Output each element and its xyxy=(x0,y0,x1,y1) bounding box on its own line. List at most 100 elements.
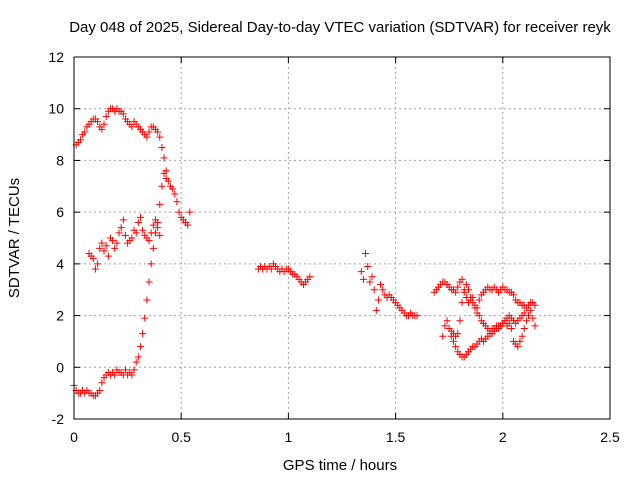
series-track-2 xyxy=(70,169,170,400)
data-point xyxy=(156,200,164,208)
series-track-1 xyxy=(72,105,194,229)
data-point xyxy=(147,229,155,237)
data-point xyxy=(518,332,526,340)
data-point xyxy=(145,237,153,245)
series-track-8 xyxy=(447,281,539,351)
data-point xyxy=(364,262,372,270)
series-track-5 xyxy=(357,250,421,320)
data-point xyxy=(377,281,385,289)
data-point xyxy=(454,330,462,338)
data-point xyxy=(128,371,136,379)
data-point xyxy=(115,229,123,237)
series-track-6 xyxy=(430,275,539,312)
data-point xyxy=(362,250,370,258)
data-point xyxy=(94,118,102,126)
data-point xyxy=(145,278,153,286)
data-point xyxy=(368,273,376,281)
data-point xyxy=(471,304,479,312)
chart-title: Day 048 of 2025, Sidereal Day-to-day VTE… xyxy=(69,19,611,36)
data-point xyxy=(128,234,136,242)
data-point xyxy=(102,242,110,250)
data-point xyxy=(464,286,472,294)
data-point xyxy=(514,343,522,351)
data-point xyxy=(98,125,106,133)
data-point xyxy=(507,325,515,332)
data-point xyxy=(529,314,537,322)
data-point xyxy=(520,309,528,317)
data-point xyxy=(184,221,192,229)
data-point xyxy=(132,358,140,366)
data-point xyxy=(169,185,177,193)
data-point xyxy=(439,332,447,340)
plot-frame xyxy=(73,56,611,420)
data-point xyxy=(475,312,483,320)
series-track-7 xyxy=(439,309,528,361)
series-track-3 xyxy=(85,213,164,273)
y-tick-label: 12 xyxy=(48,49,64,65)
data-point xyxy=(151,216,159,224)
data-point xyxy=(510,291,518,299)
data-point xyxy=(458,275,466,283)
data-point xyxy=(501,317,509,325)
data-point xyxy=(143,296,151,304)
data-point xyxy=(154,128,162,136)
data-point xyxy=(475,296,483,304)
data-point xyxy=(128,123,136,131)
data-point xyxy=(160,169,168,177)
data-point xyxy=(134,353,142,361)
data-point xyxy=(443,317,451,325)
x-axis-label: GPS time / hours xyxy=(283,457,397,474)
y-tick-label: 4 xyxy=(56,256,64,272)
data-point xyxy=(147,260,155,268)
data-point xyxy=(141,314,149,322)
data-point xyxy=(413,312,421,320)
data-point xyxy=(306,273,314,281)
data-point xyxy=(160,154,168,162)
data-point xyxy=(467,293,475,301)
data-points xyxy=(70,105,539,400)
data-point xyxy=(525,312,533,320)
data-point xyxy=(98,239,106,247)
data-point xyxy=(139,226,147,234)
data-point xyxy=(134,218,142,226)
data-point xyxy=(156,231,164,239)
data-point xyxy=(109,237,117,245)
data-point xyxy=(121,366,129,374)
data-point xyxy=(158,182,166,190)
data-point xyxy=(441,322,449,330)
data-point xyxy=(531,301,539,309)
data-point xyxy=(145,128,153,136)
series-track-4 xyxy=(254,260,314,289)
data-point xyxy=(452,288,460,296)
data-point xyxy=(452,343,460,351)
axis-ticks: -2 0 2 4 6 8 10 12 0 0.5 1 1.5 2 2.5 xyxy=(48,49,620,445)
data-point xyxy=(113,239,121,247)
data-point xyxy=(162,175,170,183)
data-point xyxy=(531,322,539,330)
data-point xyxy=(527,306,535,314)
y-tick-label: -2 xyxy=(52,411,65,427)
data-point xyxy=(522,317,530,325)
data-point xyxy=(119,110,127,118)
data-point xyxy=(139,330,147,338)
data-point xyxy=(96,387,104,395)
data-point xyxy=(516,337,524,345)
data-point xyxy=(372,306,380,314)
data-point xyxy=(89,255,97,263)
data-point xyxy=(136,343,144,351)
data-point xyxy=(158,144,166,151)
data-point xyxy=(100,247,108,255)
y-tick-label: 8 xyxy=(56,152,64,168)
data-point xyxy=(111,244,119,252)
data-point xyxy=(173,198,181,206)
data-point xyxy=(94,260,102,268)
data-point xyxy=(505,319,513,327)
data-point xyxy=(175,208,183,216)
data-point xyxy=(456,317,464,325)
data-point xyxy=(130,366,138,374)
data-point xyxy=(111,371,119,379)
data-point xyxy=(96,244,104,252)
data-point xyxy=(154,224,162,232)
data-point xyxy=(379,286,387,294)
